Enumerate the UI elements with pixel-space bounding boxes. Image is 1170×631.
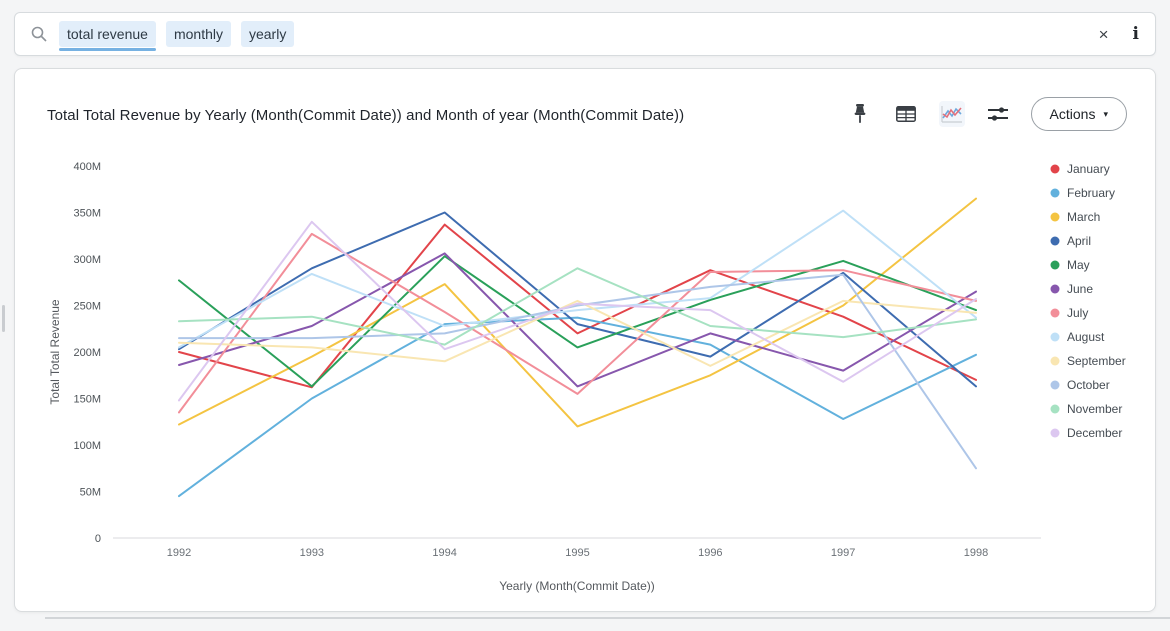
chevron-down-icon: ▾ [1103,108,1108,119]
legend-dot [1050,308,1060,318]
chart-view-icon[interactable] [938,101,965,127]
x-axis-tick: 1992 [167,547,191,559]
x-axis-tick: 1993 [300,547,324,559]
legend-item-january[interactable]: January [1050,162,1110,176]
legend-dot [1050,260,1060,270]
legend-label: December [1067,426,1122,440]
legend-label: January [1067,162,1110,176]
y-axis-tick: 150M [73,394,101,406]
legend-item-february[interactable]: February [1050,186,1116,200]
legend-label: February [1067,186,1115,200]
sidebar-collapse-handle[interactable] [2,305,5,332]
legend-dot [1050,332,1060,342]
legend-item-may[interactable]: May [1050,258,1090,272]
series-line-september[interactable] [178,299,977,367]
legend-item-august[interactable]: August [1050,330,1106,344]
pin-icon[interactable] [847,101,873,127]
chart-title: Total Total Revenue by Yearly (Month(Com… [47,107,685,124]
series-line-march[interactable] [178,197,977,428]
legend-item-september[interactable]: September [1050,354,1126,368]
series-line-july[interactable] [178,232,977,414]
legend-dot [1050,236,1060,246]
search-icon [31,26,47,42]
legend-item-june[interactable]: June [1050,282,1094,296]
legend-dot [1050,212,1060,222]
search-bar[interactable]: total revenue monthly yearly × i [14,12,1156,56]
y-axis-tick: 0 [95,533,101,545]
y-axis-tick: 100M [73,440,101,452]
y-axis-tick: 200M [73,347,101,359]
y-axis-tick: 350M [73,208,101,220]
line-chart: 0 50M 100M 150M 200M 250M 300M 350M 400M 1992 1993… [48,161,1126,593]
series-line-december[interactable] [178,220,977,402]
series-line-august[interactable] [178,209,977,349]
clear-search-icon[interactable]: × [1098,24,1109,44]
y-axis-title: Total Total Revenue [48,299,62,405]
series-line-june[interactable] [178,252,977,388]
search-token[interactable]: monthly [165,21,231,47]
legend-dot [1050,404,1060,414]
series-line-october[interactable] [178,273,977,470]
legend-item-december[interactable]: December [1050,426,1123,440]
x-axis-tick: 1996 [698,547,722,559]
legend-dot [1050,380,1060,390]
legend-label: August [1067,330,1105,344]
legend-label: May [1067,258,1090,272]
configure-icon[interactable] [985,101,1011,127]
legend-label: June [1067,282,1093,296]
info-icon[interactable]: i [1132,23,1139,44]
x-axis-tick: 1997 [831,547,855,559]
series-line-november[interactable] [178,267,977,346]
viz-toolbar: Actions ▾ [847,97,1127,131]
legend-dot [1050,188,1060,198]
actions-button[interactable]: Actions ▾ [1030,97,1127,131]
legend-item-march[interactable]: March [1050,210,1101,224]
y-axis-tick: 400M [73,161,101,173]
legend-label: October [1067,378,1110,392]
x-axis-tick: 1994 [432,547,456,559]
y-axis-tick: 250M [73,301,101,313]
search-token-list: total revenue monthly yearly [59,21,1091,51]
legend-dot [1050,164,1060,174]
y-axis-tick: 300M [73,254,101,266]
series-line-april[interactable] [178,211,977,388]
y-axis-tick: 50M [80,487,101,499]
table-view-icon[interactable] [893,101,919,127]
legend-dot [1050,284,1060,294]
series-line-february[interactable] [178,316,977,498]
bottom-divider [45,617,1170,619]
legend-dot [1050,356,1060,366]
legend-label: September [1067,354,1126,368]
legend-dot [1050,428,1060,438]
legend-item-july[interactable]: July [1050,306,1089,320]
x-axis-tick: 1995 [565,547,589,559]
search-token[interactable]: total revenue [59,21,156,51]
legend-label: November [1067,402,1122,416]
legend-item-november[interactable]: November [1050,402,1123,416]
search-token[interactable]: yearly [240,21,295,47]
legend-label: July [1067,306,1088,320]
legend-label: March [1067,210,1100,224]
legend-label: April [1067,234,1091,248]
legend-item-april[interactable]: April [1050,234,1092,248]
series-line-may[interactable] [178,255,977,388]
legend-item-october[interactable]: October [1050,378,1110,392]
answer-card: Total Total Revenue by Yearly (Month(Com… [14,68,1156,612]
x-axis-title: Yearly (Month(Commit Date)) [499,579,655,593]
x-axis-tick: 1998 [964,547,988,559]
